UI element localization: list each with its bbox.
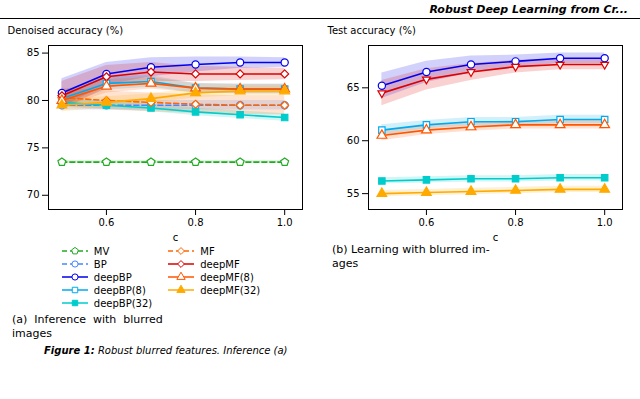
html-text:BP: BP xyxy=(93,258,107,270)
svg-text:1.0: 1.0 xyxy=(277,217,293,228)
html-text:MV: MV xyxy=(93,245,110,257)
svg-text:0.8: 0.8 xyxy=(188,217,204,228)
svg-text:c: c xyxy=(493,232,499,243)
svg-text:75: 75 xyxy=(27,142,40,153)
html-text:Figure 1: Robust blurred featu: Figure 1: Robust blurred features. Infer… xyxy=(44,345,288,356)
svg-text:70: 70 xyxy=(27,189,40,200)
html-text:deepBP(32): deepBP(32) xyxy=(93,297,153,309)
html-text:deepBP(8): deepBP(8) xyxy=(93,284,146,296)
svg-text:60: 60 xyxy=(347,135,360,146)
svg-text:65: 65 xyxy=(347,82,360,93)
svg-text:0.6: 0.6 xyxy=(98,217,114,228)
svg-text:Denoised accuracy (%): Denoised accuracy (%) xyxy=(8,25,124,36)
html-text:(b) Learning with blurred im-: (b) Learning with blurred im- xyxy=(332,243,490,256)
html-text:MF: MF xyxy=(200,245,215,257)
svg-text:1.0: 1.0 xyxy=(597,217,613,228)
html-text:(a) Inference with blurred: (a) Inference with blurred xyxy=(12,313,163,326)
svg-text:85: 85 xyxy=(27,47,40,58)
html-text:deepMF: deepMF xyxy=(200,258,240,270)
html-text:deepMF(32): deepMF(32) xyxy=(200,284,261,296)
svg-text:0.6: 0.6 xyxy=(418,217,434,228)
html-text:images: images xyxy=(12,327,52,340)
svg-text:c: c xyxy=(173,232,179,243)
html-text:deepBP: deepBP xyxy=(93,271,132,283)
svg-text:0.8: 0.8 xyxy=(508,217,524,228)
svg-text:Test accuracy (%): Test accuracy (%) xyxy=(327,25,417,36)
svg-text:55: 55 xyxy=(347,188,360,199)
svg-text:80: 80 xyxy=(27,95,40,106)
html-text:ages: ages xyxy=(332,257,359,270)
html-text:Robust Deep Learning from Cr..: Robust Deep Learning from Cr... xyxy=(429,3,628,16)
html-text:deepMF(8): deepMF(8) xyxy=(200,271,254,283)
